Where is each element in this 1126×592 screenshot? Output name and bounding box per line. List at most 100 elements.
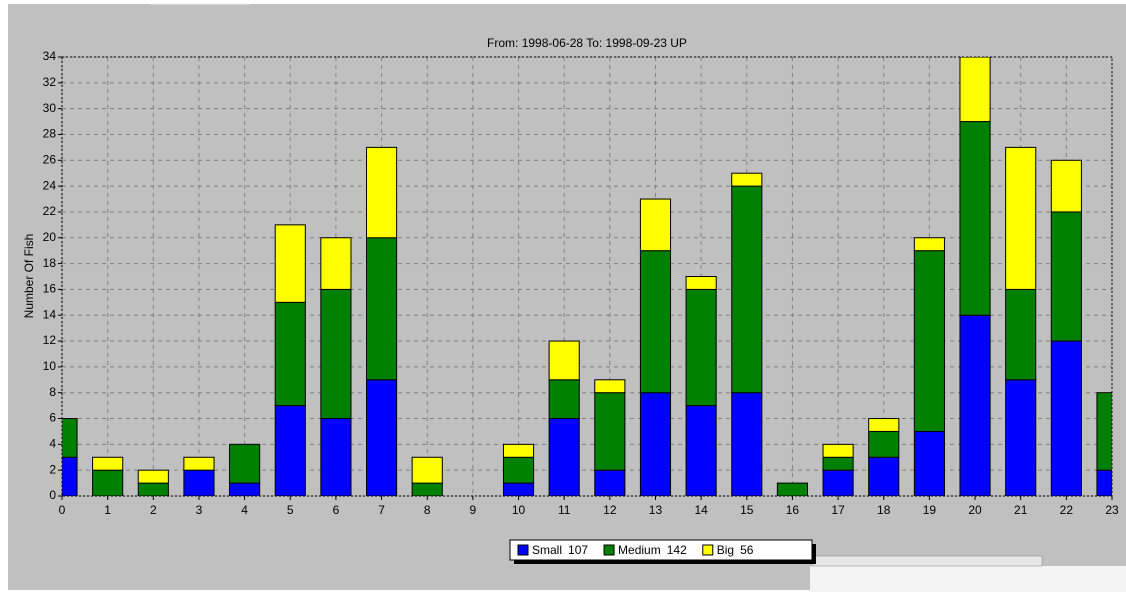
bar-segment [1096, 392, 1112, 471]
bar-segment [548, 418, 580, 496]
y-tick-label: 22 [43, 204, 57, 218]
y-tick-label: 4 [49, 437, 56, 451]
bar-segment [366, 237, 398, 381]
y-tick-label: 18 [43, 256, 57, 270]
legend-total: 142 [667, 543, 687, 557]
bar-segment [1096, 469, 1112, 496]
y-tick-label: 28 [43, 127, 57, 141]
bar-segment [959, 57, 991, 123]
bar-segment [822, 469, 854, 496]
bar-segment [822, 456, 854, 471]
y-axis-label: Number Of Fish [22, 234, 36, 319]
x-tick-label: 14 [694, 503, 708, 517]
y-tick-label: 8 [49, 385, 56, 399]
x-tick-label: 9 [470, 503, 477, 517]
bar-segment [731, 392, 763, 496]
x-tick-label: 12 [603, 503, 617, 517]
y-tick-label: 0 [49, 488, 56, 502]
bar-segment [685, 288, 717, 407]
window-background [8, 4, 1126, 590]
bar-segment [1050, 340, 1082, 496]
legend-swatch [702, 544, 714, 556]
y-tick-label: 10 [43, 359, 57, 373]
legend-box [509, 539, 813, 561]
x-tick-label: 4 [241, 503, 248, 517]
bar-segment [274, 405, 306, 496]
bar-segment [320, 288, 352, 420]
bar-segment [868, 456, 900, 496]
x-tick-label: 0 [59, 503, 66, 517]
bar-segment [594, 379, 626, 394]
bar-segment [274, 224, 306, 303]
bar-segment [913, 250, 945, 432]
x-tick-label: 5 [287, 503, 294, 517]
bar-segment [776, 482, 809, 496]
bar-segment [1050, 211, 1082, 342]
x-tick-label: 20 [968, 503, 982, 517]
bar-segment [92, 469, 124, 496]
legend: Small 107 Medium 142 Big 56 [509, 539, 816, 564]
bar-segment [731, 172, 763, 187]
bar-segment [229, 482, 261, 496]
bars [62, 57, 1112, 496]
x-tick-label: 13 [649, 503, 663, 517]
bar-segment [868, 418, 900, 432]
x-tick-label: 11 [558, 503, 571, 517]
lower-panel [810, 566, 1126, 592]
bar-segment [1005, 288, 1037, 381]
bar-segment [639, 198, 672, 252]
legend-label: Small [532, 543, 562, 557]
bar-segment [639, 250, 672, 394]
x-tick-label: 2 [150, 503, 157, 517]
bar-segment [685, 405, 717, 496]
bar-segment [685, 276, 717, 290]
bar-segment [411, 482, 443, 496]
legend-total: 56 [740, 543, 754, 557]
legend-total: 107 [568, 543, 588, 557]
x-tick-label: 19 [923, 503, 937, 517]
x-tick-label: 18 [877, 503, 891, 517]
bar-segment [913, 237, 945, 252]
bar-segment [913, 430, 945, 496]
x-tick-label: 3 [196, 503, 203, 517]
chart-title: From: 1998-06-28 To: 1998-09-23 UP [487, 36, 687, 50]
x-tick-label: 23 [1105, 503, 1119, 517]
legend-label: Big [717, 543, 734, 557]
bar-segment [594, 469, 626, 496]
y-tick-label: 32 [43, 75, 57, 89]
bar-segment [502, 443, 535, 458]
tab-strip [811, 555, 1043, 567]
bar-segment [959, 314, 991, 496]
bar-segment [731, 185, 763, 394]
bar-segment [411, 456, 443, 484]
y-tick-label: 30 [43, 101, 57, 115]
bar-segment [1050, 159, 1082, 213]
x-tick-label: 22 [1060, 503, 1074, 517]
y-tick-label: 20 [43, 230, 57, 244]
x-tick-label: 8 [424, 503, 431, 517]
bar-segment [137, 469, 169, 484]
bar-segment [502, 456, 535, 484]
bar-segment [320, 418, 352, 496]
bar-segment [639, 392, 672, 496]
x-tick-label: 10 [512, 503, 526, 517]
x-tick-label: 21 [1014, 503, 1028, 517]
bar-segment [959, 121, 991, 316]
y-tick-label: 2 [49, 462, 56, 476]
bar-segment [594, 392, 626, 471]
bar-segment [548, 340, 580, 381]
bar-segment [274, 301, 306, 407]
bar-segment [1005, 379, 1037, 496]
y-tick-label: 12 [43, 333, 57, 347]
legend-swatch [517, 544, 529, 556]
x-tick-label: 16 [786, 503, 800, 517]
x-tick-label: 17 [831, 503, 845, 517]
bar-segment [366, 379, 398, 496]
y-tick-label: 24 [43, 178, 57, 192]
y-tick-label: 34 [43, 49, 57, 63]
plot-frame [61, 56, 1113, 497]
y-tick-label: 6 [49, 411, 56, 425]
bar-segment [320, 237, 352, 290]
